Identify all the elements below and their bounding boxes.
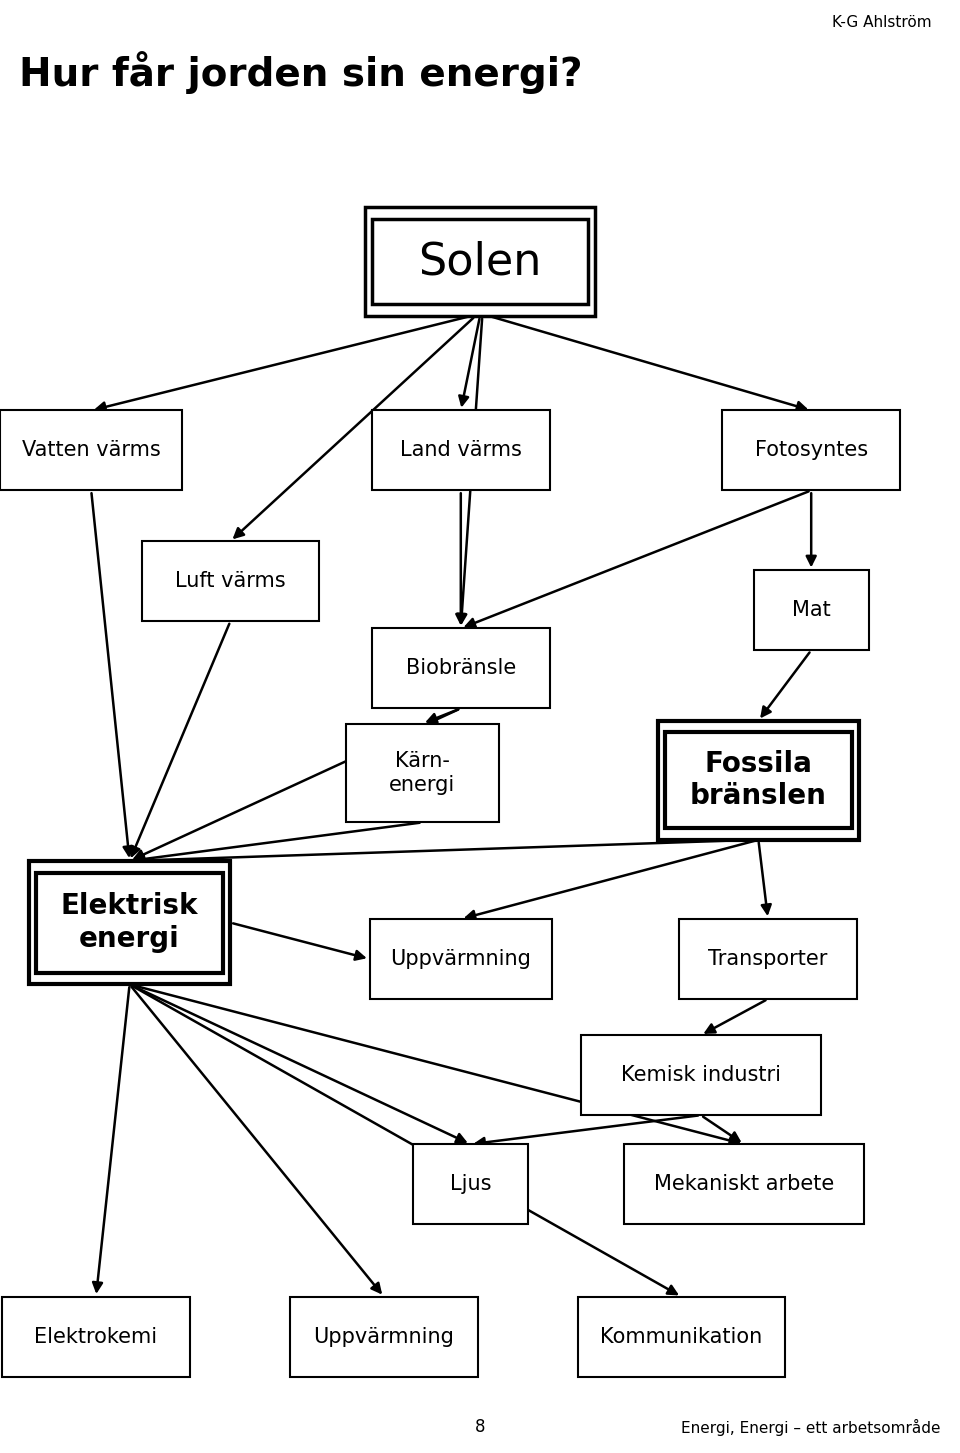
FancyBboxPatch shape [36,872,223,974]
FancyBboxPatch shape [624,1145,864,1223]
FancyBboxPatch shape [581,1035,821,1116]
FancyBboxPatch shape [680,920,857,1000]
Text: Elektrokemi: Elektrokemi [35,1327,157,1347]
Text: Elektrisk
energi: Elektrisk energi [60,892,199,953]
FancyBboxPatch shape [372,628,549,708]
Text: Luft värms: Luft värms [175,571,286,591]
FancyBboxPatch shape [413,1145,528,1223]
Text: Vatten värms: Vatten värms [22,440,160,461]
FancyBboxPatch shape [370,920,552,1000]
FancyBboxPatch shape [372,410,549,491]
FancyBboxPatch shape [346,724,499,822]
Text: Energi, Energi – ett arbetsområde: Energi, Energi – ett arbetsområde [682,1418,941,1436]
Text: Fotosyntes: Fotosyntes [755,440,868,461]
Text: 8: 8 [475,1418,485,1436]
Text: Uppvärmning: Uppvärmning [391,949,531,969]
Text: Fossila
bränslen: Fossila bränslen [690,750,827,811]
Text: Ljus: Ljus [449,1174,492,1194]
Text: K-G Ahlström: K-G Ahlström [831,15,931,29]
Text: Hur får jorden sin energi?: Hur får jorden sin energi? [19,51,583,94]
FancyBboxPatch shape [578,1296,784,1377]
Text: Biobränsle: Biobränsle [406,658,516,679]
FancyBboxPatch shape [290,1296,478,1377]
FancyBboxPatch shape [142,541,319,622]
FancyBboxPatch shape [3,1296,190,1377]
Text: Uppvärmning: Uppvärmning [314,1327,454,1347]
Text: Kommunikation: Kommunikation [600,1327,763,1347]
FancyBboxPatch shape [372,219,588,305]
Text: Mat: Mat [792,600,830,620]
FancyBboxPatch shape [29,860,230,985]
Text: Kemisk industri: Kemisk industri [621,1065,780,1085]
FancyBboxPatch shape [754,570,869,651]
Text: Land värms: Land värms [400,440,521,461]
Text: Transporter: Transporter [708,949,828,969]
Text: Solen: Solen [419,240,541,283]
Text: Mekaniskt arbete: Mekaniskt arbete [654,1174,834,1194]
Text: Kärn-
energi: Kärn- energi [389,751,456,795]
FancyBboxPatch shape [665,732,852,828]
FancyBboxPatch shape [0,410,182,491]
FancyBboxPatch shape [722,410,900,491]
FancyBboxPatch shape [365,208,595,317]
FancyBboxPatch shape [658,721,859,840]
